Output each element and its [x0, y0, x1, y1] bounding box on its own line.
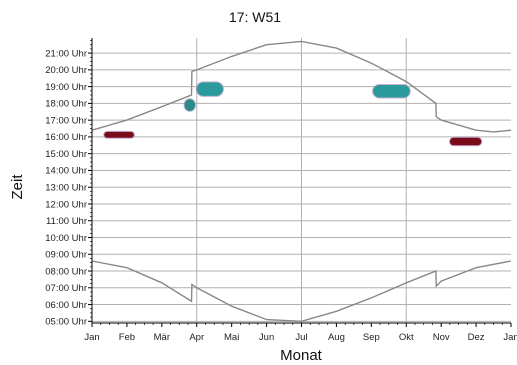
- y-tick-label: 20:00 Uhr: [45, 65, 87, 76]
- x-tick-label: Sep: [363, 332, 380, 343]
- y-tick-label: 11:00 Uhr: [46, 216, 87, 227]
- data-blob: [449, 137, 482, 146]
- y-tick-label: 16:00 Uhr: [45, 132, 87, 143]
- x-axis-title: Monat: [280, 347, 323, 364]
- x-tick-label: Feb: [119, 332, 135, 343]
- x-tick-label: Jan: [84, 332, 99, 343]
- y-axis-title: Zeit: [9, 174, 26, 200]
- y-tick-label: 08:00 Uhr: [45, 266, 87, 277]
- sunrise-line: [91, 260, 512, 323]
- y-tick-label: 13:00 Uhr: [45, 183, 87, 194]
- y-tick-label: 10:00 Uhr: [45, 233, 87, 244]
- data-blobs: [103, 81, 483, 147]
- data-blob: [373, 84, 410, 98]
- x-tick-label: Okt: [399, 332, 414, 343]
- y-tick-label: 12:00 Uhr: [45, 199, 87, 210]
- x-tick-label: Jan: [503, 332, 517, 343]
- y-tick-label: 18:00 Uhr: [45, 99, 87, 110]
- y-tick-label: 06:00 Uhr: [45, 300, 87, 311]
- y-tick-label: 15:00 Uhr: [45, 149, 87, 160]
- x-tick-label: Nov: [433, 332, 450, 343]
- x-tick-label: Jun: [259, 332, 274, 343]
- y-tick-label: 14:00 Uhr: [45, 166, 87, 177]
- y-tick-labels: 05:00 Uhr 06:00 Uhr 07:00 Uhr 08:00 Uhr 09:0…: [45, 48, 87, 327]
- sunset-line: [91, 40, 512, 133]
- y-tick-label: 19:00 Uhr: [45, 82, 87, 93]
- y-tick-label: 05:00 Uhr: [45, 317, 87, 328]
- y-tick-label: 09:00 Uhr: [45, 250, 87, 261]
- x-tick-label: Jul: [295, 332, 307, 343]
- y-tick-label: 17:00 Uhr: [45, 115, 87, 126]
- x-tick-label: Aug: [328, 332, 345, 343]
- x-tick-label: Mär: [154, 332, 170, 343]
- y-tick-label: 21:00 Uhr: [45, 48, 87, 59]
- data-blob: [196, 82, 223, 96]
- x-tick-label: Mai: [224, 332, 239, 343]
- data-blob: [184, 99, 196, 111]
- series-lines: [91, 40, 512, 323]
- x-tick-label: Apr: [189, 332, 204, 343]
- y-tick-label: 07:00 Uhr: [45, 283, 87, 294]
- x-tick-labels: Jan Feb Mär Apr Mai Jun Jul Aug Sep Okt Nov Dez Jan: [84, 332, 517, 343]
- x-tick-label: Dez: [468, 332, 485, 343]
- axes: [88, 38, 512, 327]
- chart-title: 17: W51: [229, 9, 281, 25]
- data-blob: [104, 131, 134, 138]
